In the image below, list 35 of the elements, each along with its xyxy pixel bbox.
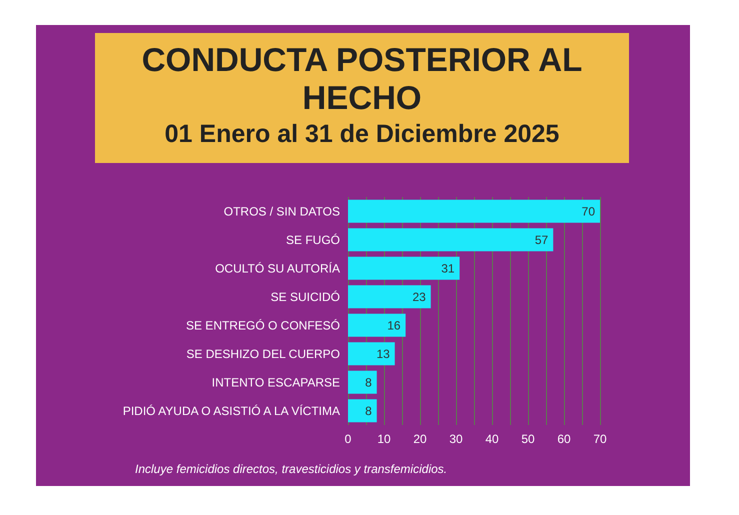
data-label: 8 (365, 404, 372, 418)
x-tick-label: 50 (521, 432, 535, 446)
bar (348, 285, 431, 308)
y-tick-label: SE DESHIZO DEL CUERPO (186, 346, 340, 361)
x-tick-label: 0 (344, 432, 352, 446)
data-label: 31 (441, 261, 455, 276)
x-tick-label: 20 (413, 432, 427, 446)
y-tick-label: SE ENTREGÓ O CONFESÓ (186, 318, 340, 332)
x-tick-label: 30 (449, 432, 463, 446)
y-tick-label: INTENTO ESCAPARSE (212, 375, 340, 390)
data-label: 23 (412, 290, 426, 304)
bar (348, 256, 460, 280)
chart-title: CONDUCTA POSTERIOR AL HECHO (140, 41, 584, 117)
bar (348, 370, 377, 394)
bar (348, 200, 600, 223)
x-tick-label: 40 (485, 432, 499, 446)
bar (348, 399, 377, 422)
data-label: 16 (387, 318, 401, 332)
data-label: 13 (376, 346, 390, 361)
data-label: 70 (582, 204, 596, 218)
y-tick-label: PIDIÓ AYUDA O ASISTIÓ A LA VÍCTIMA (122, 404, 340, 418)
data-label: 57 (534, 232, 549, 247)
x-tick-label: 70 (593, 432, 607, 446)
y-tick-label: SE FUGÓ (286, 232, 340, 247)
bar (348, 228, 554, 252)
chart-subtitle: 01 Enero al 31 de Diciembre 2025 (164, 119, 560, 150)
y-tick-label: OTROS / SIN DATOS (224, 204, 340, 218)
y-tick-label: OCULTÓ SU AUTORÍA (215, 261, 340, 276)
bar (348, 342, 395, 366)
text: Incluye femicidios directos, travesticidios y transfemicidios. (135, 462, 448, 476)
x-tick-label: 10 (377, 432, 391, 446)
x-tick-label: 60 (557, 432, 571, 446)
data-label: 8 (365, 375, 372, 390)
bar (348, 314, 406, 337)
y-tick-label: SE SUICIDÓ (270, 290, 340, 304)
